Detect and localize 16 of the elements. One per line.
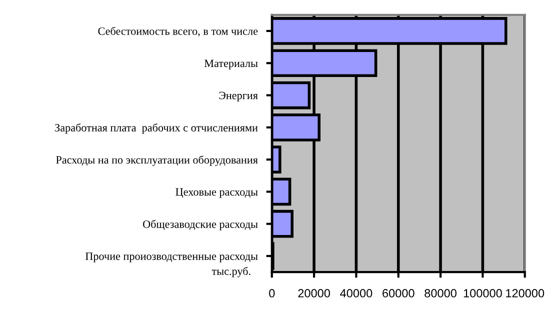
x-tick-label: 20000 xyxy=(298,289,330,298)
y-tick-label: Расходы на по эксплуатации оборудования xyxy=(56,156,258,166)
y-tick-label: Энергия xyxy=(219,92,258,102)
y-tick-label: Прочие проиозводственные расходы xyxy=(85,252,258,262)
x-tick-label: 100000 xyxy=(464,289,502,298)
y-tick-label: Заработная плата рабочих с отчислениями xyxy=(55,123,258,134)
x-tick-label: 0 xyxy=(269,289,275,298)
y-tick-label: Себестоимость всего, в том числе xyxy=(98,26,258,37)
x-tick-label: 80000 xyxy=(424,289,456,298)
x-tick-label: 60000 xyxy=(382,289,414,298)
y-tick-label: Материалы xyxy=(204,60,258,70)
x-tick-label: 40000 xyxy=(340,289,372,298)
y-tick-label: Общезаводские расходы xyxy=(143,220,258,230)
y-tick-label: Цеховые расходы xyxy=(176,188,258,198)
x-tick-label: 120000 xyxy=(506,289,544,298)
x-axis-title: тыс.руб. xyxy=(212,266,250,278)
